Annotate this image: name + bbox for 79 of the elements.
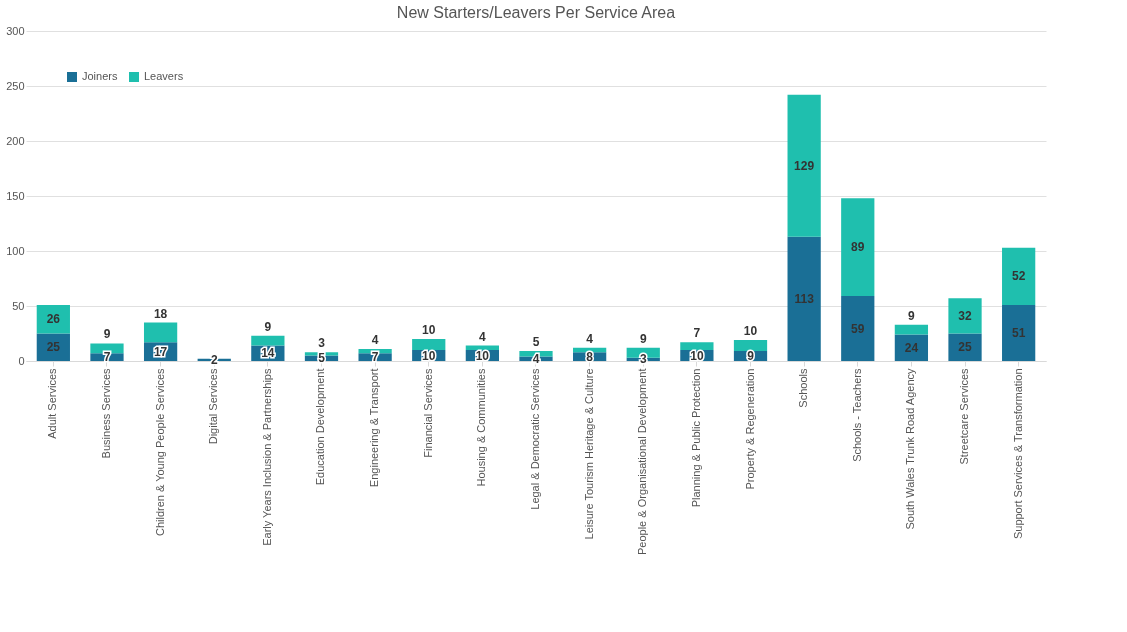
x-tick-label: Early Years Inclusion & Partnerships xyxy=(260,368,273,546)
x-tick-label: Support Services & Transformation xyxy=(1011,368,1024,540)
data-label: 24 xyxy=(904,340,919,355)
bar xyxy=(1002,304,1036,361)
x-tick-label: Schools xyxy=(797,368,810,408)
x-tick-label: Schools - Teachers xyxy=(850,368,863,462)
data-label: 129 xyxy=(794,158,815,173)
data-label: 89 xyxy=(851,240,865,255)
x-tick-label: Planning & Public Protection xyxy=(689,368,702,508)
x-tick-label: Property & Regeneration xyxy=(743,368,756,490)
data-label: 9 xyxy=(747,349,755,364)
data-label: 26 xyxy=(46,312,61,327)
bar xyxy=(733,340,768,352)
data-label: 17 xyxy=(153,344,168,359)
data-label: 4 xyxy=(371,332,379,347)
x-tick-label: Financial Services xyxy=(421,368,434,458)
bar xyxy=(948,298,982,334)
y-tick-label: 150 xyxy=(6,189,25,202)
x-tick-label: Children & Young People Services xyxy=(153,368,166,537)
x-tick-label: Digital Services xyxy=(207,368,220,445)
data-label: 9 xyxy=(103,327,111,342)
bar xyxy=(841,198,875,297)
x-tick-label: Education Development xyxy=(314,368,327,486)
bar xyxy=(90,343,124,354)
bar xyxy=(787,236,821,361)
x-tick-label: Legal & Democratic Services xyxy=(529,368,541,510)
x-tick-label: Housing & Communities xyxy=(475,368,488,487)
data-label: 10 xyxy=(743,324,758,339)
data-label: 9 xyxy=(264,319,272,334)
data-label: 7 xyxy=(103,350,111,365)
data-label: 51 xyxy=(1011,325,1026,340)
data-label: 25 xyxy=(46,340,61,355)
data-label: 25 xyxy=(958,340,973,355)
data-label: 32 xyxy=(958,308,973,323)
y-tick-label: 300 xyxy=(6,24,25,37)
data-label: 52 xyxy=(1011,269,1026,284)
x-tick-label: People & Organisational Development xyxy=(636,368,649,556)
x-tick-label: Leisure Tourism Heritage & Culture xyxy=(582,368,595,540)
data-label: 18 xyxy=(153,306,168,321)
x-tick-label: Adult Services xyxy=(46,368,59,439)
y-tick-label: 0 xyxy=(18,354,25,367)
data-label: 10 xyxy=(475,348,490,363)
data-label: 9 xyxy=(908,308,916,323)
x-tick-label: Engineering & Transport xyxy=(368,368,381,488)
data-label: 9 xyxy=(639,331,647,346)
x-tick-label: Business Services xyxy=(99,368,112,459)
data-label: 113 xyxy=(794,291,815,306)
bar xyxy=(1002,247,1036,305)
data-label: 4 xyxy=(479,329,487,344)
bar xyxy=(143,322,178,343)
data-label: 3 xyxy=(318,336,326,351)
bar xyxy=(412,339,446,350)
bar xyxy=(894,324,929,335)
bar xyxy=(251,335,285,346)
data-label: 3 xyxy=(639,352,647,367)
data-label: 10 xyxy=(422,348,436,363)
legend-label: Joiners xyxy=(82,70,118,82)
data-label: 10 xyxy=(690,348,704,363)
y-tick-label: 100 xyxy=(6,244,25,257)
bar xyxy=(36,304,70,334)
legend-label: Leavers xyxy=(144,70,184,82)
bar xyxy=(680,342,714,350)
y-tick-label: 200 xyxy=(6,134,25,147)
bar xyxy=(841,296,875,361)
data-label: 7 xyxy=(693,326,701,341)
bar xyxy=(787,94,821,237)
x-tick-label: South Wales Trunk Road Agency xyxy=(904,368,917,530)
y-tick-label: 50 xyxy=(12,299,25,312)
data-label: 14 xyxy=(261,346,275,361)
data-label: 10 xyxy=(422,323,436,337)
data-label: 5 xyxy=(532,335,540,350)
chart-title: New Starters/Leavers Per Service Area xyxy=(396,4,676,21)
bar xyxy=(948,333,982,361)
y-tick-label: 250 xyxy=(6,79,25,92)
data-label: 7 xyxy=(371,350,379,365)
data-label: 59 xyxy=(851,321,865,336)
x-tick-label: Streetcare Services xyxy=(958,368,971,465)
data-label: 8 xyxy=(586,349,594,364)
data-label: 4 xyxy=(586,331,594,346)
